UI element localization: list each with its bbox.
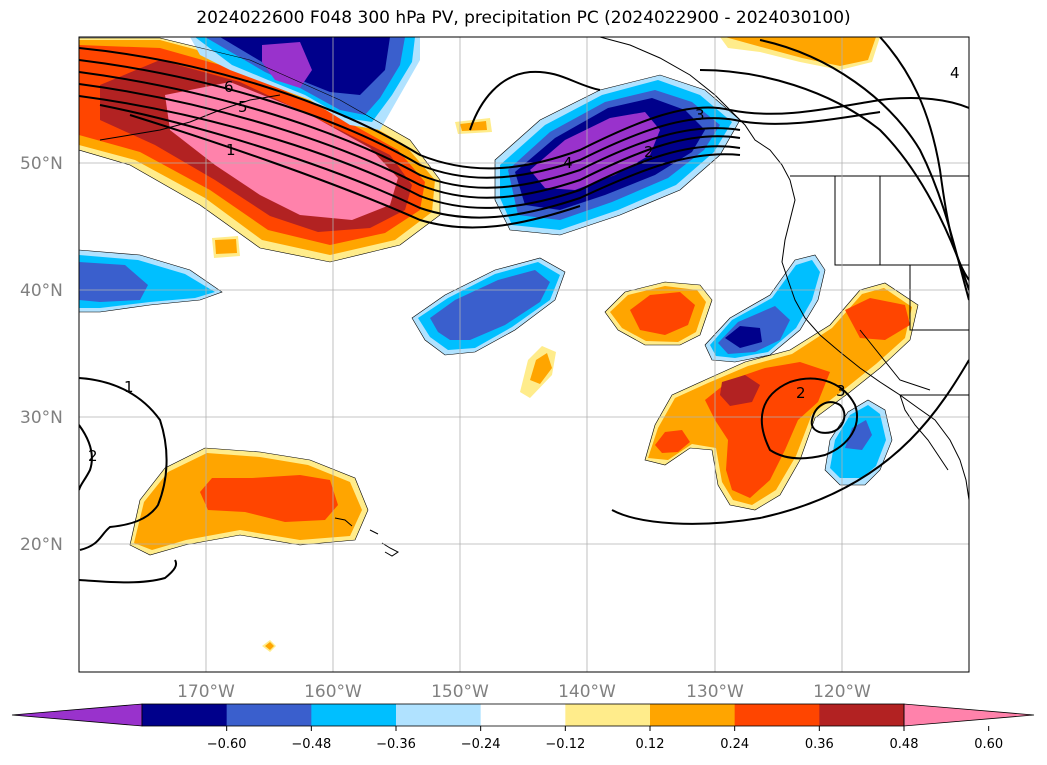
colorbar: −0.60 −0.48 −0.36 −0.24 −0.12 0.12 0.24 0.36 0.4…: [11, 703, 1035, 752]
pc-tiny-orange: [265, 642, 274, 650]
pv-contour-4: [79, 83, 741, 199]
contour-label-9: 2: [796, 384, 806, 402]
pc-sw-orangered: [200, 475, 338, 522]
lat-label-30n: 30°N: [20, 408, 63, 428]
contour-label-1: 6: [224, 78, 234, 96]
coastlines: [99, 37, 969, 557]
pc-small-orange: [530, 353, 552, 384]
lon-label-140w: 140°W: [558, 682, 616, 702]
state-border-3: [909, 265, 969, 331]
pv-contour-5: [79, 95, 741, 209]
pv-contour-east-ridge: [879, 37, 969, 281]
colorbar-segment: [565, 704, 651, 726]
pv-contour-3: [79, 71, 741, 189]
colorbar-segment: [396, 704, 482, 726]
pc-se-orangered2: [845, 298, 910, 340]
lon-label-130w: 130°W: [686, 682, 744, 702]
pv-contour-sw-3: [79, 424, 93, 491]
colorbar-tick-label: −0.36: [376, 737, 416, 752]
colorbar-tick-label: −0.12: [545, 737, 585, 752]
pv-contours: [79, 37, 969, 584]
colorbar-segment: [311, 704, 397, 726]
nc-goa-purple: [530, 112, 660, 190]
pv-contour-sw-1: [79, 377, 168, 551]
nc-socal-royal: [845, 420, 872, 450]
pv-contour-east-trough: [699, 69, 969, 291]
pv-contour-7: [129, 114, 581, 229]
chart-title: 2024022600 F048 300 hPa PV, precipitatio…: [196, 8, 851, 28]
lon-label-120w: 120°W: [813, 682, 871, 702]
pv-contour-2: [79, 59, 881, 179]
pv-contour-cutoff-inner: [760, 377, 858, 460]
colorbar-segment: [819, 704, 905, 726]
state-border-1: [834, 176, 969, 266]
pc-e-orangered: [630, 292, 695, 335]
colorbar-tick-label: 0.48: [890, 737, 919, 752]
pv-contour-sw-2: [79, 559, 178, 584]
state-border-4: [859, 329, 931, 391]
nc-west-royal: [79, 262, 148, 302]
colorbar-segment: [226, 704, 312, 726]
colorbar-segment: [142, 704, 228, 726]
nc-ca-navy: [725, 326, 762, 348]
colorbar-tick-label: 0.36: [805, 737, 834, 752]
pc-cell-orange-small1: [215, 239, 237, 254]
pc-cell-orange-small2: [460, 121, 487, 131]
pv-contour-cutoff-core: [810, 401, 846, 434]
contour-label-8: 2: [88, 447, 98, 465]
na-west-coast: [599, 37, 969, 501]
colorbar-tick-label: 0.60: [974, 737, 1003, 752]
map-frame: [78, 36, 970, 673]
colorbar-tick-label: −0.48: [291, 737, 331, 752]
colorbar-segment: [734, 704, 820, 726]
contour-label-2: 5: [238, 98, 248, 116]
colorbar-tick-label: −0.60: [207, 737, 247, 752]
contour-label-4: 4: [563, 154, 573, 172]
pv-contour-ridge: [469, 70, 601, 131]
colorbar-extend-high: [903, 703, 1035, 727]
hawaii: [334, 517, 399, 557]
lon-label-160w: 160°W: [304, 682, 362, 702]
pc-se-firebrick: [720, 375, 760, 406]
nc-top-purple: [262, 42, 312, 88]
lat-labels: 50°N 40°N 30°N 20°N: [20, 154, 63, 555]
colorbar-tick-label: 0.24: [720, 737, 749, 752]
precipitation-shading: [79, 37, 918, 652]
lon-label-150w: 150°W: [431, 682, 489, 702]
lat-label-40n: 40°N: [20, 281, 63, 301]
lat-label-50n: 50°N: [20, 154, 63, 174]
colorbar-extend-low: [11, 703, 143, 727]
aleutians: [99, 94, 281, 141]
pc-band-nw-pink: [165, 82, 398, 220]
gridlines: [79, 37, 969, 672]
contour-label-3: 1: [226, 141, 236, 159]
pc-se-orangered3: [655, 430, 690, 453]
colorbar-segment: [480, 704, 566, 726]
colorbar-tick-label: 0.12: [636, 737, 665, 752]
lat-label-20n: 20°N: [20, 535, 63, 555]
lon-labels: 170°W 160°W 150°W 140°W 130°W 120°W: [177, 682, 871, 702]
colorbar-tick-label: −0.24: [461, 737, 501, 752]
contour-label-10: 3: [836, 382, 846, 400]
pv-contour-cutoff-low: [611, 359, 969, 525]
contour-label-7: 1: [124, 378, 134, 396]
colorbar-segment: [650, 704, 736, 726]
contour-label-11: 4: [950, 64, 960, 82]
contour-label-6: 3: [695, 106, 705, 124]
lon-label-170w: 170°W: [177, 682, 235, 702]
contour-labels: 6 5 1 4 2 3 1 2 2 3 4: [88, 64, 960, 465]
pv-contour-6: [99, 104, 741, 219]
colorbar-outline: [141, 703, 905, 727]
baja: [899, 394, 949, 471]
contour-label-5: 2: [644, 143, 654, 161]
